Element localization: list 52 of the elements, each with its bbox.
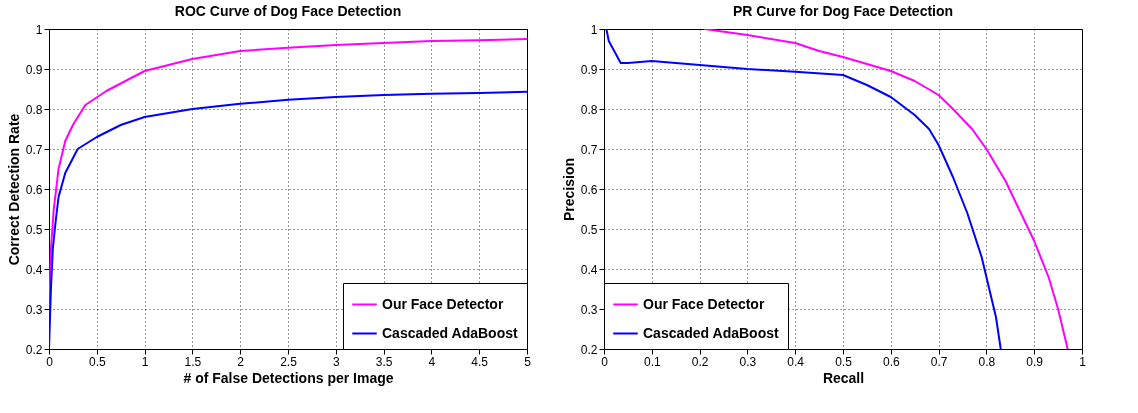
x-tick-label: 5: [524, 354, 532, 369]
x-tick-label: 3: [332, 354, 340, 369]
x-tick-label: 0.1: [643, 354, 661, 369]
y-tick-label: 0.3: [580, 302, 598, 317]
line-series: [49, 90, 527, 349]
y-axis-title: Correct Detection Rate: [5, 113, 22, 266]
y-tick-label: 0.5: [580, 222, 598, 237]
x-tick-label: 3.5: [375, 354, 393, 369]
y-tick-label: 0.9: [25, 62, 43, 77]
x-tick-label: 2: [237, 354, 245, 369]
x-axis-title: # of False Detections per Image: [183, 369, 394, 386]
x-axis-title: Recall: [822, 369, 865, 386]
legend-label: Cascaded AdaBoost: [382, 324, 518, 341]
x-tick-label: 1: [141, 354, 149, 369]
y-tick-label: 1: [35, 22, 43, 37]
x-tick-label: 1: [1079, 354, 1087, 369]
y-tick-label: 0.6: [580, 182, 598, 197]
y-tick-label: 0.2: [580, 342, 598, 357]
x-tick-label: 0: [601, 354, 609, 369]
y-tick-label: 0.6: [25, 182, 43, 197]
y-axis-title: Precision: [560, 157, 577, 222]
y-tick-label: 0.2: [25, 342, 43, 357]
y-tick-label: 0.4: [580, 262, 598, 277]
y-tick-label: 1: [590, 22, 598, 37]
x-tick-label: 0.8: [978, 354, 996, 369]
x-tick-label: 0.9: [1026, 354, 1044, 369]
x-tick-label: 0.6: [882, 354, 900, 369]
y-tick-label: 0.8: [25, 102, 43, 117]
y-tick-label: 0.4: [25, 262, 43, 277]
chart-title: ROC Curve of Dog Face Detection: [174, 3, 402, 19]
x-tick-label: 1.5: [184, 354, 202, 369]
legend-label: Our Face Detector: [643, 295, 765, 312]
legend-label: Our Face Detector: [382, 295, 504, 312]
y-tick-label: 0.8: [580, 102, 598, 117]
y-tick-label: 0.9: [580, 62, 598, 77]
x-tick-label: 0.7: [930, 354, 948, 369]
chart-title: PR Curve for Dog Face Detection: [732, 3, 954, 19]
y-tick-label: 0.5: [25, 222, 43, 237]
x-tick-label: 0.2: [691, 354, 709, 369]
x-tick-label: 2.5: [280, 354, 298, 369]
y-tick-label: 0.3: [25, 302, 43, 317]
y-tick-label: 0.7: [25, 142, 43, 157]
x-tick-label: 0.4: [787, 354, 805, 369]
x-tick-label: 0: [46, 354, 54, 369]
x-tick-label: 0.5: [835, 354, 853, 369]
line-series: [605, 29, 1002, 349]
legend-label: Cascaded AdaBoost: [643, 324, 779, 341]
y-tick-label: 0.7: [580, 142, 598, 157]
x-tick-label: 4.5: [471, 354, 489, 369]
x-tick-label: 0.3: [739, 354, 757, 369]
x-tick-label: 4: [428, 354, 436, 369]
x-tick-label: 0.5: [88, 354, 106, 369]
